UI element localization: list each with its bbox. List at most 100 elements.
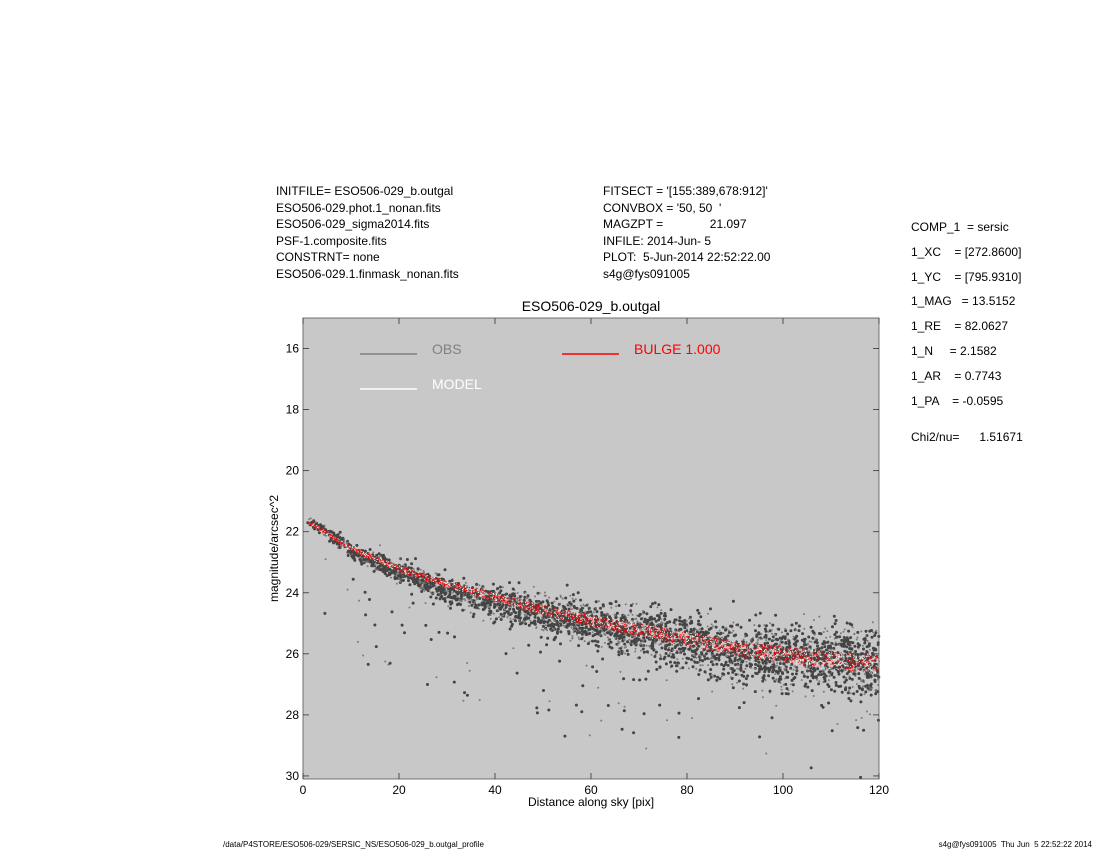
- bulge-model-point: [661, 631, 663, 633]
- obs-data-point: [346, 554, 350, 557]
- obs-data-point: [779, 643, 782, 646]
- obs-data-point: [757, 660, 761, 664]
- bulge-model-point: [765, 649, 767, 651]
- bulge-model-point: [659, 628, 661, 630]
- obs-data-point: [826, 646, 830, 650]
- obs-data-point: [742, 638, 745, 641]
- obs-data-point: [676, 658, 679, 661]
- bulge-model-point: [689, 636, 691, 638]
- bulge-model-point: [716, 638, 718, 640]
- obs-data-point: [785, 645, 789, 649]
- bulge-model-point: [577, 619, 578, 621]
- bulge-model-point: [560, 614, 561, 616]
- bulge-model-point: [829, 652, 830, 653]
- obs-data-point: [774, 673, 777, 676]
- obs-data-point: [609, 602, 613, 606]
- obs-data-point: [537, 601, 540, 604]
- obs-data-point: [699, 664, 702, 667]
- obs-data-point: [778, 668, 782, 672]
- bulge-model-point: [873, 669, 875, 671]
- obs-data-point: [648, 616, 652, 620]
- bulge-model-point: [520, 603, 521, 605]
- bulge-model-point: [391, 567, 393, 569]
- bulge-model-point: [490, 593, 492, 595]
- bulge-model-point: [462, 588, 464, 589]
- obs-data-point: [387, 558, 391, 562]
- bulge-model-point: [321, 531, 323, 533]
- obs-data-point: [642, 712, 646, 716]
- obs-data-point: [539, 635, 543, 639]
- obs-data-point: [834, 683, 838, 687]
- bulge-model-point: [788, 654, 790, 655]
- obs-data-point: [659, 611, 663, 615]
- obs-data-point: [668, 646, 670, 649]
- obs-data-point: [829, 643, 832, 646]
- bulge-model-point: [572, 613, 574, 615]
- bulge-model-point: [666, 634, 667, 635]
- obs-data-point: [450, 579, 454, 582]
- obs-data-point: [634, 635, 636, 638]
- bulge-model-point: [405, 568, 407, 570]
- bulge-model-point: [659, 629, 661, 631]
- obs-data-point: [535, 627, 538, 629]
- bulge-model-point: [661, 636, 663, 638]
- obs-data-point: [745, 660, 748, 663]
- obs-data-point: [842, 630, 845, 633]
- bulge-model-point: [568, 617, 569, 619]
- bulge-model-point: [682, 632, 683, 634]
- obs-data-point: [580, 606, 584, 610]
- bulge-model-point: [526, 609, 528, 611]
- obs-data-point: [615, 605, 618, 608]
- obs-data-point: [587, 606, 591, 610]
- bulge-model-point: [404, 572, 406, 574]
- bulge-model-point: [813, 652, 815, 654]
- bulge-model-point: [522, 607, 524, 609]
- obs-data-point: [626, 640, 630, 644]
- bulge-model-point: [731, 641, 733, 643]
- obs-data-point: [818, 680, 821, 683]
- obs-data-point: [641, 640, 644, 643]
- obs-data-point: [458, 598, 461, 601]
- bulge-model-point: [520, 606, 521, 607]
- obs-data-point: [691, 665, 695, 669]
- bulge-model-point: [714, 646, 716, 648]
- bulge-model-point: [695, 634, 696, 636]
- bulge-model-point: [713, 643, 715, 645]
- obs-data-point: [869, 713, 871, 716]
- obs-data-point: [542, 629, 545, 632]
- obs-data-point: [559, 602, 562, 605]
- bulge-model-point: [448, 586, 450, 588]
- obs-data-point: [487, 606, 490, 609]
- obs-data-point: [451, 599, 454, 602]
- bulge-model-point: [536, 605, 538, 607]
- obs-data-point: [526, 611, 530, 615]
- bulge-model-point: [817, 664, 819, 666]
- bulge-model-point: [641, 625, 643, 627]
- obs-data-point: [393, 577, 397, 581]
- bulge-model-point: [522, 602, 524, 604]
- bulge-model-point: [690, 639, 692, 641]
- obs-data-point: [695, 667, 698, 670]
- obs-data-point: [466, 662, 469, 664]
- obs-data-point: [695, 656, 698, 659]
- fit-parameters: COMP_1 = sersic 1_XC = [272.8600] 1_YC = […: [911, 192, 1023, 458]
- bulge-model-point: [720, 651, 722, 653]
- obs-data-point: [777, 666, 781, 670]
- obs-data-point: [713, 674, 717, 678]
- bulge-model-point: [744, 656, 746, 658]
- bulge-model-point: [876, 670, 878, 672]
- obs-data-point: [636, 614, 638, 617]
- obs-data-point: [761, 637, 764, 640]
- obs-data-point: [665, 679, 668, 682]
- obs-data-point: [771, 623, 775, 627]
- bulge-model-point: [359, 553, 361, 555]
- obs-data-point: [403, 564, 406, 567]
- obs-data-point: [726, 671, 730, 675]
- bulge-model-point: [791, 654, 793, 656]
- obs-data-point: [323, 524, 326, 527]
- obs-data-point: [471, 615, 475, 619]
- obs-data-point: [639, 642, 642, 645]
- obs-data-point: [773, 642, 777, 646]
- bulge-model-point: [473, 591, 475, 593]
- bulge-model-point: [431, 580, 433, 582]
